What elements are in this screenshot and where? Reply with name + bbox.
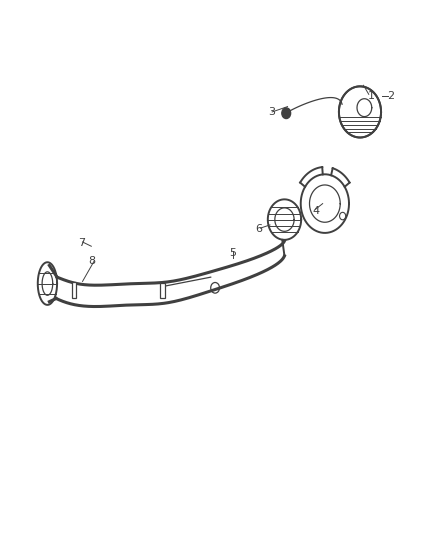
Text: 8: 8 <box>88 256 95 266</box>
Text: 5: 5 <box>229 248 236 258</box>
Bar <box>159 283 165 298</box>
Bar <box>71 282 76 298</box>
Text: 4: 4 <box>312 206 319 215</box>
Text: 7: 7 <box>78 238 85 247</box>
Text: 6: 6 <box>255 224 262 234</box>
Text: 3: 3 <box>268 107 275 117</box>
Text: 1: 1 <box>367 91 374 101</box>
Circle shape <box>281 108 290 118</box>
Text: 2: 2 <box>386 91 393 101</box>
